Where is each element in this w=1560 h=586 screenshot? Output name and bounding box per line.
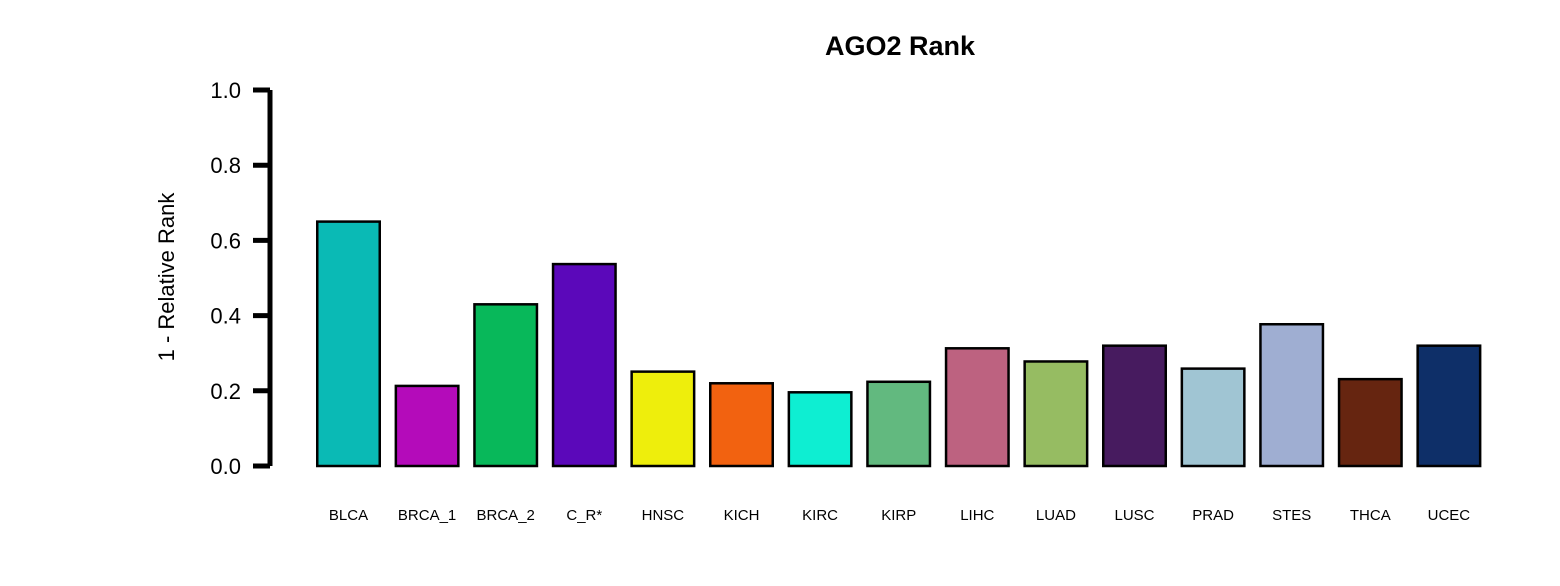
bar-brca-1 (394, 384, 460, 468)
bar-prad (1180, 367, 1246, 468)
y-tick-label: 0.6 (210, 228, 241, 253)
x-tick-label: LIHC (960, 507, 994, 524)
x-axis-tick-labels: BLCA BRCA_1 BRCA_2 C_R* HNSC KICH KIRC KIRP LIHC… (329, 507, 1470, 524)
bar-series (316, 220, 1482, 468)
bar-lusc (1102, 344, 1167, 468)
y-tick-label: 0.8 (210, 153, 241, 178)
bar-thca (1337, 377, 1403, 468)
bar-brca-2 (473, 303, 539, 468)
x-tick-label: C_R* (566, 507, 602, 524)
bar-blca (316, 220, 381, 468)
x-tick-label: KIRC (802, 507, 838, 524)
x-tick-label: LUAD (1036, 507, 1076, 524)
x-tick-label: PRAD (1192, 507, 1234, 524)
x-tick-label: LUSC (1114, 507, 1154, 524)
bar-c-r (551, 262, 617, 468)
bar-stes (1259, 322, 1325, 468)
bar-kich (709, 382, 774, 468)
y-tick-label: 0.0 (210, 454, 241, 479)
y-tick-label: 0.2 (210, 379, 241, 404)
bar-ucec (1416, 344, 1482, 468)
x-tick-label: STES (1272, 507, 1311, 524)
y-axis: 0.0 0.2 0.4 0.6 0.8 1.0 (210, 78, 273, 479)
x-tick-label: BLCA (329, 507, 368, 524)
y-tick-label: 0.4 (210, 304, 241, 329)
bar-kirp (866, 380, 932, 468)
y-tick-label: 1.0 (210, 78, 241, 103)
x-tick-label: KICH (724, 507, 760, 524)
x-tick-label: KIRP (881, 507, 916, 524)
bar-kirc (787, 391, 853, 468)
bar-hnsc (630, 370, 696, 468)
x-tick-label: BRCA_1 (398, 507, 456, 524)
x-tick-label: BRCA_2 (477, 507, 535, 524)
chart-title: AGO2 Rank (825, 31, 976, 61)
bar-lihc (944, 347, 1010, 468)
x-tick-label: UCEC (1428, 507, 1471, 524)
bar-luad (1023, 360, 1089, 468)
y-axis-label: 1 - Relative Rank (154, 192, 179, 362)
x-tick-label: HNSC (642, 507, 685, 524)
x-tick-label: THCA (1350, 507, 1391, 524)
